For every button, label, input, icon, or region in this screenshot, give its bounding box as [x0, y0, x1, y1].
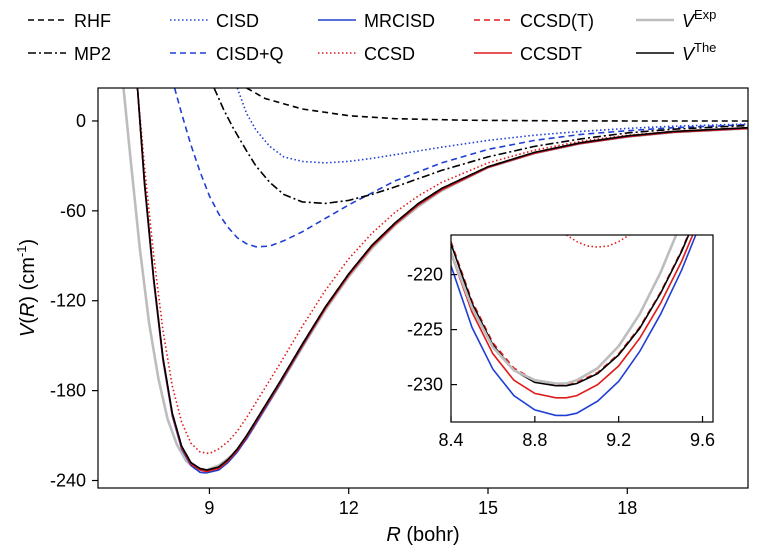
y-tick-label: -120 [50, 291, 86, 311]
series-line-cisd [236, 88, 748, 164]
x-axis-title: R (bohr) [386, 524, 459, 546]
inset-x-tick-label: 8.8 [522, 430, 547, 450]
x-tick-label: 15 [478, 498, 498, 518]
legend-label-vthe: VThe [682, 40, 716, 64]
legend-label-mp2: MP2 [74, 44, 111, 64]
x-tick-label: 12 [339, 498, 359, 518]
inset-x-tick-label: 8.4 [438, 430, 463, 450]
main-series-group [122, 88, 748, 474]
inset-y-tick-label: -230 [407, 375, 443, 395]
x-tick-label: 18 [617, 498, 637, 518]
main-plot: 9 12 15 18 0 -60 -120 -180 -240 [50, 87, 749, 518]
inset-x-tick-label: 9.6 [690, 430, 715, 450]
legend-label-rhf: RHF [74, 11, 111, 31]
inset-y-tick-label: -225 [407, 320, 443, 340]
x-tick-label: 9 [204, 498, 214, 518]
legend-label-cisdq: CISD+Q [216, 44, 284, 64]
series-line-mp2 [213, 88, 748, 205]
inset-series-line-ccsdt_paren [451, 235, 689, 386]
inset-plot: 8.4 8.8 9.2 9.6 -220 -225 -230 [407, 234, 715, 450]
series-line-rhf [246, 88, 748, 122]
inset-plot-frame [450, 234, 714, 423]
y-tick-label: -240 [50, 471, 86, 491]
inset-y-tick-label: -220 [407, 265, 443, 285]
legend-label-vexp: VExp [682, 7, 716, 31]
legend-label-ccsdt_paren: CCSD(T) [520, 11, 594, 31]
main-axis-ticks: 9 12 15 18 0 -60 -120 -180 -240 [50, 111, 637, 518]
inset-axis-ticks: 8.4 8.8 9.2 9.6 -220 -225 -230 [407, 265, 715, 450]
inset-series-line-vexp [451, 235, 678, 385]
inset-series-line-mrcisd [451, 235, 697, 417]
legend-label-ccsd: CCSD [364, 44, 415, 64]
inset-series-line-ccsd [565, 235, 630, 248]
series-line-vthe [136, 88, 748, 471]
legend-label-ccsdt: CCSDT [520, 44, 582, 64]
y-tick-label: 0 [76, 111, 86, 131]
inset-plot-background [451, 235, 713, 422]
legend: RHF CISD MRCISD CCSD(T) VExp MP2 CISD+Q CCSD CCS… [28, 7, 716, 64]
series-line-cisdq [173, 88, 748, 248]
y-tick-label: -60 [60, 201, 86, 221]
inset-series-line-ccsdt [451, 235, 694, 399]
main-plot-frame [97, 87, 749, 489]
inset-series-group [451, 235, 697, 417]
y-axis-title: V(R) (cm-1) [14, 239, 39, 337]
legend-label-mrcisd: MRCISD [364, 11, 435, 31]
inset-x-tick-label: 9.2 [606, 430, 631, 450]
legend-label-cisd: CISD [216, 11, 259, 31]
y-tick-label: -180 [50, 381, 86, 401]
